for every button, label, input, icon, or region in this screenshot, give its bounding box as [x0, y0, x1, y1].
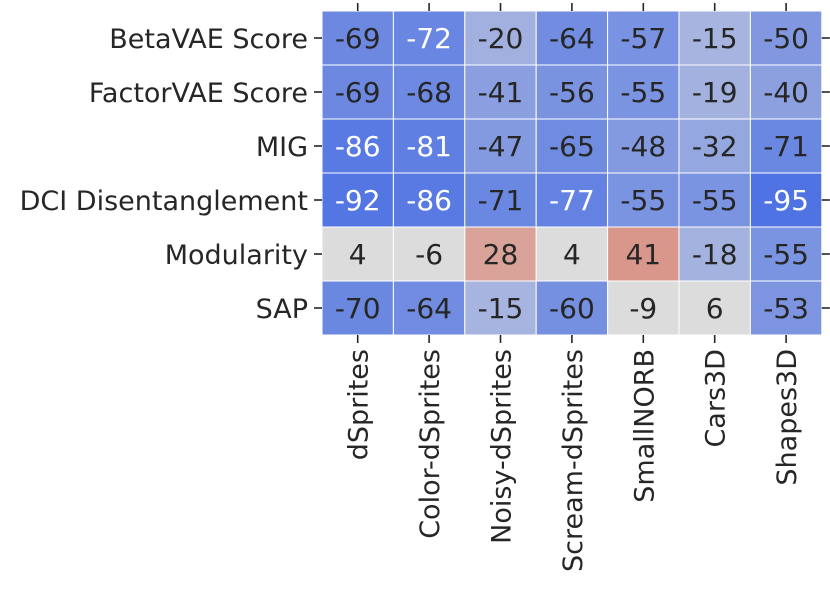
- heatmap-cell: [321, 226, 394, 282]
- heatmap-cell: [464, 226, 537, 282]
- cell-value-label: 4: [349, 238, 367, 271]
- row-label: Modularity: [165, 240, 308, 271]
- heatmap-cell: [464, 118, 537, 174]
- cell-value-label: -92: [335, 184, 381, 217]
- row-label: FactorVAE Score: [89, 78, 308, 109]
- cell-value-label: -57: [620, 22, 666, 55]
- heatmap-cell: [607, 64, 680, 120]
- cell-value-label: -53: [763, 292, 809, 325]
- cell-value-label: -86: [406, 184, 452, 217]
- cell-value-label: 6: [706, 292, 724, 325]
- heatmap-cell: [535, 172, 609, 228]
- cell-value-label: -55: [763, 238, 809, 271]
- cell-value-label: 28: [483, 238, 519, 271]
- column-label: Cars3D: [701, 349, 732, 448]
- cell-value-label: -55: [620, 184, 666, 217]
- heatmap-cell: [392, 10, 466, 66]
- cell-value-label: 41: [625, 238, 661, 271]
- row-label: DCI Disentanglement: [20, 186, 308, 217]
- cell-value-label: -15: [478, 292, 524, 325]
- heatmap-cell: [607, 118, 680, 174]
- cell-value-label: -56: [549, 76, 595, 109]
- heatmap-cell: [392, 118, 466, 174]
- cell-value-label: -55: [692, 184, 738, 217]
- cell-value-label: -69: [335, 76, 381, 109]
- column-label: Scream-dSprites: [558, 349, 589, 572]
- cell-value-label: -50: [763, 22, 809, 55]
- cell-value-label: -77: [549, 184, 595, 217]
- heatmap-cell: [678, 118, 751, 174]
- cell-value-label: -9: [629, 292, 657, 325]
- cell-value-label: -70: [335, 292, 381, 325]
- heatmap-cell: [678, 10, 751, 66]
- cell-value-label: -64: [406, 292, 452, 325]
- cell-value-label: -68: [406, 76, 452, 109]
- heatmap-cell: [321, 10, 394, 66]
- cell-value-label: -71: [478, 184, 524, 217]
- heatmap-cell: [749, 280, 823, 336]
- heatmap-cell: [392, 172, 466, 228]
- cell-value-label: -81: [406, 130, 452, 163]
- heatmap-cell: [321, 280, 394, 336]
- cell-value-label: -48: [620, 130, 666, 163]
- heatmap-cells: -69 -72 -20 -64 -57 -15 -50-69 -68 -41 -56 -55 -19-…: [321, 10, 823, 336]
- cell-value-label: -95: [763, 184, 809, 217]
- cell-value-label: -19: [692, 76, 738, 109]
- column-label: SmallNORB: [629, 349, 660, 503]
- cell-value-label: -71: [763, 130, 809, 163]
- row-label: BetaVAE Score: [109, 24, 308, 55]
- cell-value-label: -40: [763, 76, 809, 109]
- column-label: Color-dSprites: [415, 349, 446, 539]
- cell-value-label: -18: [692, 238, 738, 271]
- row-label: SAP: [256, 294, 308, 325]
- heatmap-cell: [749, 172, 823, 228]
- column-label: dSprites: [344, 349, 375, 460]
- heatmap-cell: [321, 172, 394, 228]
- heatmap-cell: [749, 64, 823, 120]
- cell-value-label: -60: [549, 292, 595, 325]
- cell-value-label: -32: [692, 130, 738, 163]
- heatmap-cell: [392, 280, 466, 336]
- cell-value-label: -69: [335, 22, 381, 55]
- heatmap-cell: [535, 280, 609, 336]
- heatmap-cell: [464, 64, 537, 120]
- row-label: MIG: [256, 132, 308, 163]
- cell-value-label: -47: [478, 130, 524, 163]
- column-labels: dSprites Color-dSprites Noisy-dSprites Scre…: [344, 3, 803, 572]
- cell-value-label: 4: [563, 238, 581, 271]
- cell-value-label: -86: [335, 130, 381, 163]
- cell-value-label: -41: [478, 76, 524, 109]
- heatmap-cell: [749, 118, 823, 174]
- cell-value-label: -64: [549, 22, 595, 55]
- row-labels: BetaVAE Score FactorVAE Score MIG DCI Disen…: [20, 24, 830, 325]
- heatmap-cell: [678, 172, 751, 228]
- cell-value-label: -55: [620, 76, 666, 109]
- cell-value-label: -15: [692, 22, 738, 55]
- column-label: Noisy-dSprites: [487, 349, 518, 544]
- heatmap-cell: [607, 280, 680, 336]
- heatmap-cell: [535, 118, 609, 174]
- column-label: Shapes3D: [772, 349, 803, 486]
- cell-value-label: -72: [406, 22, 452, 55]
- cell-value-label: -6: [415, 238, 443, 271]
- cell-value-label: -65: [549, 130, 595, 163]
- cell-value-label: -20: [478, 22, 524, 55]
